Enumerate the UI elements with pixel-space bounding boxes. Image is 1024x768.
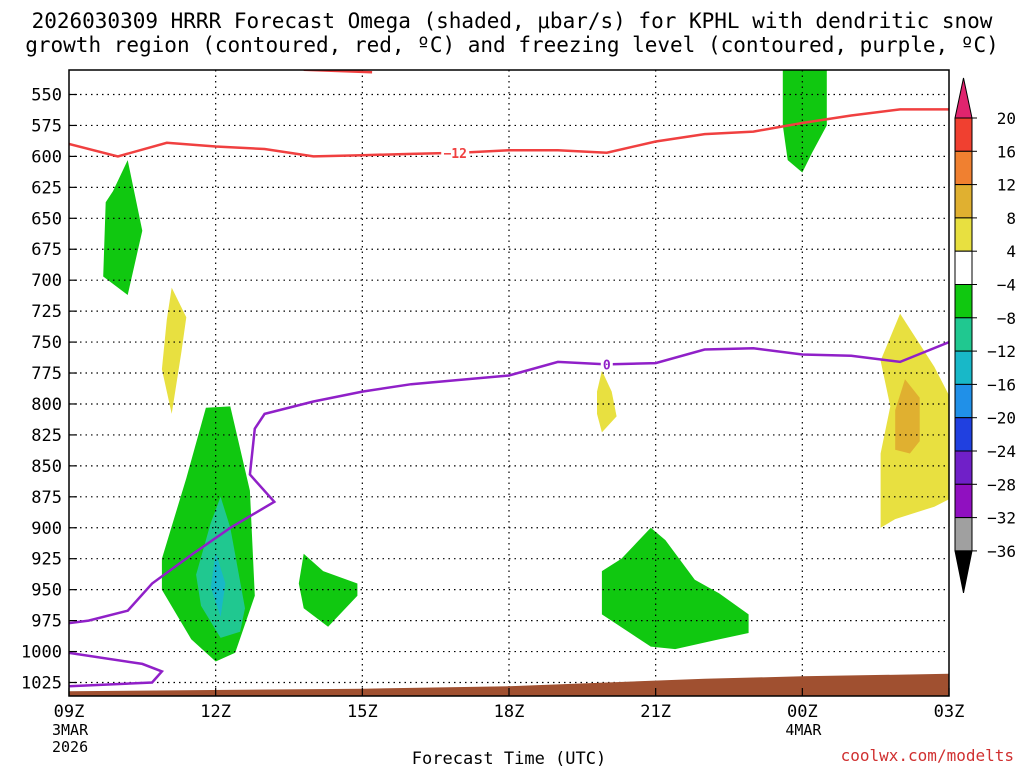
- colorbar-top-arrow: [954, 77, 973, 119]
- y-tick-label-775: 775: [31, 364, 62, 384]
- y-tick-label-800: 800: [31, 395, 62, 415]
- colorbar-label-11: −28: [987, 475, 1016, 494]
- y-tick-label-725: 725: [31, 302, 62, 322]
- omega-shading: [103, 70, 949, 662]
- colorbar-box-4: [954, 250, 973, 285]
- colorbar-box-0: [954, 117, 973, 152]
- title-line-1: 2026030309 HRRR Forecast Omega (shaded, …: [32, 9, 993, 33]
- colorbar-box-3: [954, 217, 973, 252]
- omega-region-teal-blob-950-left: [196, 496, 245, 638]
- y-tick-label-900: 900: [31, 519, 62, 539]
- colorbar: 20 16 12 8 4 −4 −8 −12 −16 −20 −24 −28 −32 −36: [954, 77, 1016, 593]
- x-tick-date-00Z: 4MAR: [785, 721, 822, 739]
- colorbar-box-1: [954, 150, 973, 186]
- dgz-contour-minus12: [69, 108, 949, 158]
- colorbar-label-10: −24: [987, 442, 1016, 461]
- terrain-fill: [69, 673, 949, 696]
- colorbar-box-2: [954, 184, 973, 219]
- y-tick-label-975: 975: [31, 612, 62, 632]
- y-tick-label-675: 675: [31, 240, 62, 260]
- x-tick-label-03Z: 03Z: [934, 702, 965, 722]
- colorbar-label-2: 12: [997, 176, 1016, 195]
- y-tick-label-550: 550: [31, 86, 62, 106]
- y-tick-label-850: 850: [31, 457, 62, 477]
- colorbar-label-7: −12: [987, 342, 1016, 361]
- y-tick-label-925: 925: [31, 550, 62, 570]
- x-tick-label-09Z: 09Z: [54, 702, 85, 722]
- colorbar-box-6: [954, 317, 973, 352]
- colorbar-label-6: −8: [997, 309, 1016, 328]
- omega-region-yellow-blob-750: [161, 287, 187, 414]
- y-tick-label-700: 700: [31, 271, 62, 291]
- freezing-level-contour: [69, 340, 949, 625]
- x-axis-title: Forecast Time (UTC): [412, 749, 606, 768]
- y-tick-label-600: 600: [31, 147, 62, 167]
- colorbar-box-8: [954, 383, 973, 419]
- x-tick-label-18Z: 18Z: [494, 702, 525, 722]
- colorbar-label-3: 8: [1006, 209, 1016, 228]
- colorbar-label-13: −36: [987, 542, 1016, 561]
- y-tick-label-825: 825: [31, 426, 62, 446]
- colorbar-box-12: [954, 517, 973, 552]
- chart-title: 2026030309 HRRR Forecast Omega (shaded, …: [25, 9, 999, 57]
- omega-region-green-blob-650: [103, 160, 143, 295]
- dgz-contour-label-bg: [441, 145, 470, 160]
- colorbar-box-9: [954, 417, 973, 452]
- y-tick-label-1000: 1000: [21, 643, 62, 663]
- y-tick-label-950: 950: [31, 581, 62, 601]
- colorbar-label-8: −16: [987, 375, 1016, 394]
- contour-lines: −12 0: [69, 70, 949, 688]
- y-axis: 550 575 600 625 650 675 700 725 750 775 800 825 850 8…: [21, 86, 77, 694]
- y-tick-label-650: 650: [31, 209, 62, 229]
- y-tick-label-750: 750: [31, 333, 62, 353]
- y-tick-label-875: 875: [31, 488, 62, 508]
- y-tick-label-575: 575: [31, 116, 62, 136]
- colorbar-box-5: [954, 284, 973, 319]
- omega-region-green-blob-950-mid: [298, 553, 358, 627]
- colorbar-box-10: [954, 450, 973, 485]
- freezing-level-label: 0: [603, 358, 611, 373]
- y-tick-label-625: 625: [31, 178, 62, 198]
- colorbar-label-1: 16: [997, 142, 1016, 161]
- gridlines: [69, 70, 949, 696]
- x-tick-label-15Z: 15Z: [347, 702, 378, 722]
- colorbar-label-9: −20: [987, 409, 1016, 428]
- freezing-level-label-bg: [600, 357, 613, 372]
- colorbar-label-5: −4: [997, 276, 1016, 295]
- colorbar-box-11: [954, 483, 973, 519]
- x-tick-date-09Z: 3MAR: [52, 721, 89, 739]
- omega-region-green-blob-950-right: [601, 527, 749, 650]
- x-tick-year-09Z: 2026: [52, 738, 88, 756]
- terrain-polygon: [69, 673, 949, 696]
- colorbar-label-0: 20: [997, 109, 1016, 128]
- colorbar-label-4: 4: [1006, 242, 1016, 261]
- credit-text: coolwx.com/modelts: [841, 746, 1014, 765]
- dgz-contour-label: −12: [443, 147, 466, 162]
- omega-region-green-blob-575-top: [782, 70, 827, 173]
- x-tick-label-21Z: 21Z: [640, 702, 671, 722]
- omega-region-cyan-blob-950-left: [210, 552, 226, 617]
- x-tick-label-12Z: 12Z: [200, 702, 231, 722]
- plot-area: −12 0: [69, 70, 949, 696]
- colorbar-label-12: −32: [987, 509, 1016, 528]
- colorbar-box-7: [954, 350, 973, 385]
- y-tick-label-1025: 1025: [21, 674, 62, 694]
- title-line-2: growth region (contoured, red, ºC) and f…: [25, 33, 999, 57]
- colorbar-bottom-arrow: [954, 550, 973, 593]
- omega-region-yellow-blob-800: [597, 370, 617, 433]
- freezing-level-low-contour: [69, 651, 165, 688]
- omega-region-orange-blob-825-right: [895, 379, 920, 454]
- x-tick-label-00Z: 00Z: [787, 702, 818, 722]
